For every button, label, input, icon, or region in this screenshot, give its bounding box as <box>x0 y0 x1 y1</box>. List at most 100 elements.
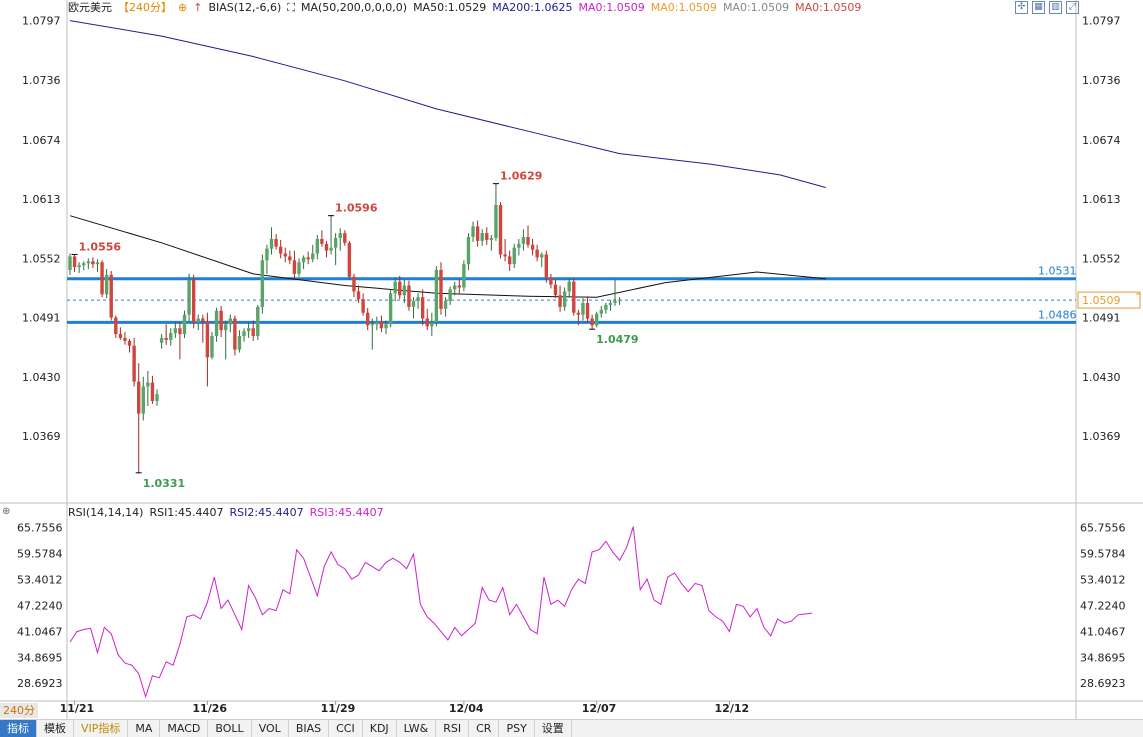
candle-body <box>375 321 379 325</box>
grid-icon[interactable]: ▦ <box>1032 1 1045 14</box>
y-tick-right: 1.0491 <box>1082 312 1121 325</box>
y-tick-right: 1.0613 <box>1082 193 1121 206</box>
candle-body <box>196 318 200 323</box>
candle-body <box>393 281 397 294</box>
candle-body <box>562 291 567 307</box>
y-tick-right: 1.0430 <box>1082 371 1121 384</box>
tab-9[interactable]: KDJ <box>363 720 397 737</box>
candle-body <box>338 233 342 238</box>
tab-6[interactable]: VOL <box>252 720 289 737</box>
tab-3[interactable]: MA <box>128 720 161 737</box>
current-price-label: 1.0509 <box>1082 294 1121 307</box>
candle-body <box>585 303 590 319</box>
candle-body <box>466 237 471 265</box>
y-tick-left: 1.0491 <box>22 312 61 325</box>
annotation-label: 1.0556 <box>79 240 122 253</box>
x-tick-label: 11/26 <box>192 702 227 715</box>
tab-11[interactable]: RSI <box>436 720 470 737</box>
rsi1-line <box>69 526 813 699</box>
y-tick-left: 1.0552 <box>22 252 61 265</box>
candle-body <box>292 260 297 274</box>
crosshair-icon[interactable]: ✣ <box>1015 1 1028 14</box>
candle-body <box>530 244 535 250</box>
maximize-icon[interactable]: ⤢ <box>1066 1 1079 14</box>
candle-body <box>283 253 287 257</box>
period-label[interactable]: 【240分】 <box>118 1 172 14</box>
candle-body <box>329 247 333 251</box>
layout-icon[interactable]: ▥ <box>1049 1 1062 14</box>
period-badge[interactable]: 240分 <box>0 703 38 718</box>
candle-body <box>214 310 219 336</box>
candle-body <box>343 233 347 243</box>
symbol-name: 欧元美元 <box>68 1 112 14</box>
tab-0[interactable]: 指标 <box>0 720 37 737</box>
tab-7[interactable]: BIAS <box>289 720 330 737</box>
candle-body <box>178 328 182 335</box>
tab-8[interactable]: CCI <box>329 720 363 737</box>
candle-body <box>567 281 571 292</box>
candle-body <box>301 257 306 263</box>
candle-body <box>150 382 155 402</box>
tab-14[interactable]: 设置 <box>535 720 572 737</box>
y-tick-right: 1.0674 <box>1082 134 1121 147</box>
candle-body <box>475 226 480 241</box>
rsi-title[interactable]: RSI(14,14,14) <box>68 506 144 519</box>
candle-body <box>137 381 141 414</box>
candle-body <box>187 279 191 315</box>
ma0-value-2: MA0:1.0509 <box>650 1 717 14</box>
tab-13[interactable]: PSY <box>499 720 535 737</box>
rsi-tick-left: 47.2240 <box>17 599 63 612</box>
candle-body <box>278 246 283 254</box>
candle-body <box>356 291 361 300</box>
tab-1[interactable]: 模板 <box>37 720 74 737</box>
y-tick-left: 1.0736 <box>22 74 61 87</box>
chart-canvas[interactable]: 1.0797 1.0797 1.0736 1.0736 1.0674 1.0674 1.06… <box>0 0 1143 719</box>
pane-settings-icon: ⊕ <box>2 506 10 517</box>
candle-body <box>457 285 461 288</box>
tab-2[interactable]: VIP指标 <box>74 720 129 737</box>
candle-body <box>72 256 77 268</box>
candle-body <box>595 313 599 326</box>
candle-body <box>228 318 232 325</box>
ma-indicator[interactable]: MA(50,200,0,0,0,0) <box>300 1 408 14</box>
candle-body <box>608 303 613 305</box>
candle-body <box>407 285 411 307</box>
candle-body <box>553 284 558 296</box>
candle-body <box>535 249 539 258</box>
candle-body <box>558 295 562 307</box>
candle-body <box>265 248 269 261</box>
tab-12[interactable]: CR <box>469 720 500 737</box>
candle-body <box>388 293 393 325</box>
candle-body <box>439 270 443 309</box>
tab-5[interactable]: BOLL <box>208 720 252 737</box>
level-label-1: 1.0486 <box>1038 308 1077 321</box>
rsi2-value: RSI2:45.4407 <box>229 506 304 519</box>
y-tick-left: 1.0430 <box>22 371 61 384</box>
candle-body <box>333 237 338 248</box>
tab-4[interactable]: MACD <box>160 720 209 737</box>
candle-body <box>498 204 503 255</box>
candle-body <box>269 238 274 249</box>
candle-body <box>146 382 150 387</box>
candle-body <box>604 304 608 310</box>
ma0-value-3: MA0:1.0509 <box>722 1 790 14</box>
tab-10[interactable]: LW& <box>397 720 437 737</box>
candle-body <box>95 262 100 265</box>
candle-body <box>82 263 86 266</box>
candle-body <box>274 238 278 247</box>
candle-body <box>544 254 549 278</box>
candle-body <box>590 318 594 326</box>
bias-indicator[interactable]: BIAS(12,-6,6) <box>208 1 282 14</box>
candle-body <box>411 301 416 307</box>
candle-body <box>201 318 205 322</box>
candle-body <box>118 334 123 338</box>
candle-body <box>224 324 228 331</box>
x-tick-label: 12/07 <box>582 702 617 715</box>
candle-body <box>521 237 526 244</box>
candle-body <box>210 336 214 358</box>
candle-body <box>370 324 374 326</box>
ma50-line <box>69 215 826 298</box>
annotation-label: 1.0596 <box>335 202 378 215</box>
rsi-tick-left: 59.5784 <box>17 548 63 561</box>
settings-icon[interactable]: ⊕ <box>178 1 188 14</box>
